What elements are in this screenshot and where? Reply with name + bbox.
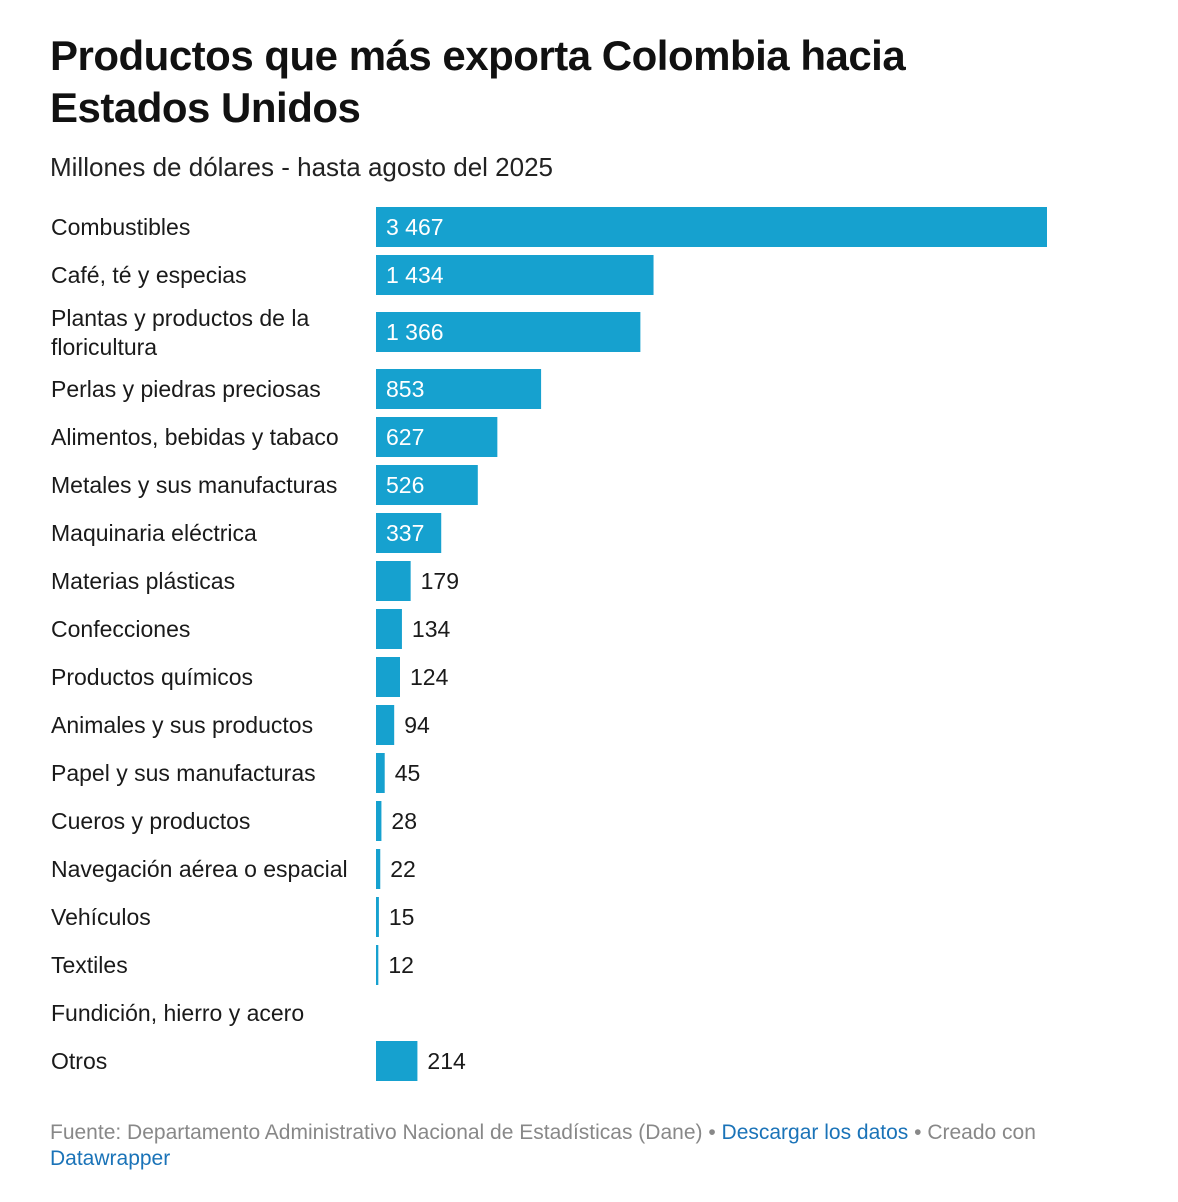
value-label: 45 (395, 760, 421, 786)
category-label: Otros (51, 1048, 107, 1074)
category-label: Fundición, hierro y acero (51, 1000, 304, 1026)
footer: Fuente: Departamento Administrativo Naci… (50, 1120, 1050, 1172)
bar (376, 561, 411, 601)
bar-chart: Combustibles 3 467 Café, té y especias 1 43… (51, 207, 1047, 1081)
value-label: 853 (386, 376, 424, 402)
value-label: 3 467 (386, 214, 444, 240)
bar (376, 312, 641, 352)
value-label: 12 (388, 952, 414, 978)
category-label: Vehículos (51, 904, 151, 930)
bar (376, 705, 395, 745)
category-label: Maquinaria eléctrica (51, 520, 257, 546)
value-label: 1 366 (386, 319, 444, 345)
value-label: 15 (389, 904, 415, 930)
category-label: Cueros y productos (51, 808, 250, 834)
category-label: Textiles (51, 952, 128, 978)
value-label: 179 (421, 568, 459, 594)
bar (376, 657, 400, 697)
category-label: Plantas y productos de la floricultura (51, 305, 309, 360)
category-label: Combustibles (51, 214, 190, 240)
value-label: 22 (390, 856, 416, 882)
value-label: 124 (410, 664, 449, 690)
value-label: 526 (386, 472, 424, 498)
bar (376, 945, 379, 985)
source-note: Fuente: Departamento Administrativo Naci… (50, 1121, 703, 1144)
bar (376, 609, 402, 649)
value-label: 627 (386, 424, 424, 450)
bar (376, 465, 478, 505)
category-label: Café, té y especias (51, 262, 247, 288)
datawrapper-link[interactable]: Datawrapper (50, 1147, 171, 1170)
category-label: Alimentos, bebidas y tabaco (51, 424, 339, 450)
value-label: 94 (404, 712, 430, 738)
download-data-link[interactable]: Descargar los datos (721, 1121, 909, 1144)
chart-title: Productos que más exporta Colombia hacia… (50, 32, 906, 131)
bar (376, 1041, 418, 1081)
category-label: Productos químicos (51, 664, 253, 690)
bar (376, 801, 382, 841)
value-label: 1 434 (386, 262, 444, 288)
category-label: Confecciones (51, 616, 190, 642)
category-label: Metales y sus manufacturas (51, 472, 337, 498)
chart-subtitle: Millones de dólares - hasta agosto del 2… (50, 152, 553, 182)
created-with-text: Creado con (927, 1121, 1036, 1144)
category-label: Perlas y piedras preciosas (51, 376, 321, 402)
bar (376, 753, 385, 793)
footer-separator: • (702, 1121, 722, 1144)
bar (376, 417, 498, 457)
category-label: Animales y sus productos (51, 712, 313, 738)
bar (376, 849, 381, 889)
bar (376, 207, 1047, 247)
value-label: 28 (391, 808, 417, 834)
value-label: 134 (412, 616, 451, 642)
category-label: Materias plásticas (51, 568, 235, 594)
category-label: Navegación aérea o espacial (51, 856, 348, 882)
bar (376, 255, 654, 295)
bar (376, 513, 442, 553)
category-label: Papel y sus manufacturas (51, 760, 316, 786)
bar (376, 897, 379, 937)
footer-separator: • (908, 1121, 928, 1144)
value-label: 214 (427, 1048, 466, 1074)
value-label: 337 (386, 520, 424, 546)
bar (376, 369, 542, 409)
